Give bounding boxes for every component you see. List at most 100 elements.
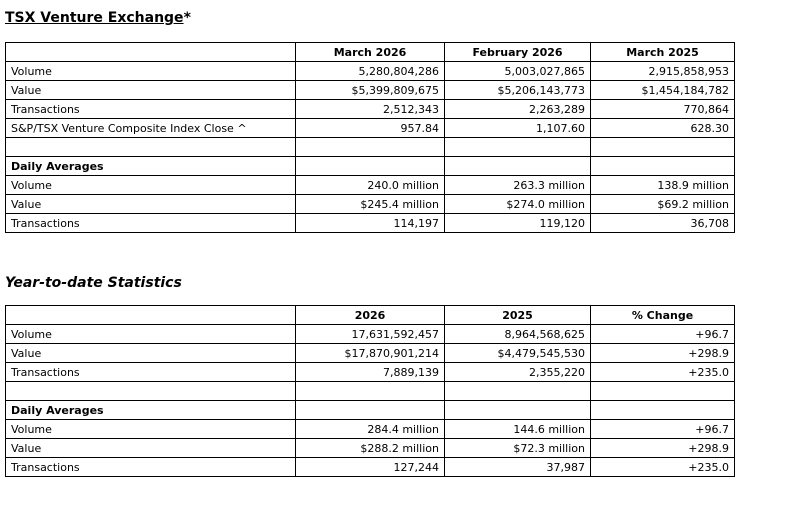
table-row-avg-value: Value $288.2 million $72.3 million +298.…	[5, 438, 735, 458]
table-row-empty	[5, 381, 735, 401]
cell-value: $5,206,143,773	[444, 80, 591, 100]
cell-value: 138.9 million	[590, 175, 735, 195]
row-label: Value	[5, 194, 296, 214]
cell-value: 284.4 million	[295, 419, 445, 439]
empty-cell	[444, 400, 591, 420]
row-label: Value	[5, 343, 296, 363]
cell-value: 36,708	[590, 213, 735, 233]
cell-value: $245.4 million	[295, 194, 445, 214]
table-row-avg-volume: Volume 240.0 million 263.3 million 138.9…	[5, 175, 735, 195]
row-label: Volume	[5, 419, 296, 439]
table-row-avg-transactions: Transactions 114,197 119,120 36,708	[5, 213, 735, 233]
cell-value: 119,120	[444, 213, 591, 233]
table-row-volume: Volume 17,631,592,457 8,964,568,625 +96.…	[5, 324, 735, 344]
empty-cell	[295, 381, 445, 401]
cell-value: +298.9	[590, 343, 735, 363]
cell-value: 263.3 million	[444, 175, 591, 195]
page-title-asterisk: *	[183, 10, 191, 26]
page-title-text: TSX Venture Exchange	[5, 10, 184, 26]
cell-value: 2,512,343	[295, 99, 445, 119]
empty-cell	[590, 381, 735, 401]
cell-value: 17,631,592,457	[295, 324, 445, 344]
cell-value: 37,987	[444, 457, 591, 477]
table-row-avg-volume: Volume 284.4 million 144.6 million +96.7	[5, 419, 735, 439]
cell-value: $1,454,184,782	[590, 80, 735, 100]
empty-cell	[590, 400, 735, 420]
table-row-index-close: S&P/TSX Venture Composite Index Close ^ …	[5, 118, 735, 138]
empty-cell	[444, 137, 591, 157]
cell-value: 127,244	[295, 457, 445, 477]
table-row-transactions: Transactions 7,889,139 2,355,220 +235.0	[5, 362, 735, 382]
cell-value: 5,003,027,865	[444, 61, 591, 81]
section-label: Daily Averages	[5, 400, 296, 420]
page-title: TSX Venture Exchange*	[5, 10, 191, 26]
cell-value: $72.3 million	[444, 438, 591, 458]
table-header-row: March 2026 February 2026 March 2025	[5, 42, 735, 62]
row-label: Transactions	[5, 213, 296, 233]
header-2025: 2025	[444, 305, 591, 325]
row-label: Transactions	[5, 457, 296, 477]
cell-value: +96.7	[590, 419, 735, 439]
section-label: Daily Averages	[5, 156, 296, 176]
cell-value: +235.0	[590, 457, 735, 477]
header-pct-change: % Change	[590, 305, 735, 325]
cell-value: 5,280,804,286	[295, 61, 445, 81]
cell-value: $4,479,545,530	[444, 343, 591, 363]
row-label: Value	[5, 80, 296, 100]
cell-value: +235.0	[590, 362, 735, 382]
header-march-2026: March 2026	[295, 42, 445, 62]
cell-value: 7,889,139	[295, 362, 445, 382]
table-header-row: 2026 2025 % Change	[5, 305, 735, 325]
header-2026: 2026	[295, 305, 445, 325]
table-row-value: Value $5,399,809,675 $5,206,143,773 $1,4…	[5, 80, 735, 100]
cell-value: 957.84	[295, 118, 445, 138]
ytd-stats-table: 2026 2025 % Change Volume 17,631,592,457…	[5, 305, 735, 477]
cell-value: 2,355,220	[444, 362, 591, 382]
row-label: Volume	[5, 324, 296, 344]
header-blank-cell	[5, 42, 296, 62]
empty-cell	[590, 156, 735, 176]
cell-value: 8,964,568,625	[444, 324, 591, 344]
empty-cell	[444, 381, 591, 401]
row-label: Transactions	[5, 99, 296, 119]
cell-value: 628.30	[590, 118, 735, 138]
header-march-2025: March 2025	[590, 42, 735, 62]
empty-cell	[5, 137, 296, 157]
row-label: Transactions	[5, 362, 296, 382]
table-row-daily-averages-heading: Daily Averages	[5, 400, 735, 420]
table-row-avg-value: Value $245.4 million $274.0 million $69.…	[5, 194, 735, 214]
row-label: Volume	[5, 175, 296, 195]
table-row-empty	[5, 137, 735, 157]
monthly-stats-table: March 2026 February 2026 March 2025 Volu…	[5, 42, 735, 233]
table-row-avg-transactions: Transactions 127,244 37,987 +235.0	[5, 457, 735, 477]
empty-cell	[5, 381, 296, 401]
cell-value: $69.2 million	[590, 194, 735, 214]
cell-value: 114,197	[295, 213, 445, 233]
empty-cell	[295, 156, 445, 176]
table-row-transactions: Transactions 2,512,343 2,263,289 770,864	[5, 99, 735, 119]
cell-value: 2,263,289	[444, 99, 591, 119]
row-label: S&P/TSX Venture Composite Index Close ^	[5, 118, 296, 138]
cell-value: 770,864	[590, 99, 735, 119]
row-label: Volume	[5, 61, 296, 81]
cell-value: 1,107.60	[444, 118, 591, 138]
table-row-value: Value $17,870,901,214 $4,479,545,530 +29…	[5, 343, 735, 363]
cell-value: $17,870,901,214	[295, 343, 445, 363]
cell-value: $5,399,809,675	[295, 80, 445, 100]
cell-value: +96.7	[590, 324, 735, 344]
table-row-daily-averages-heading: Daily Averages	[5, 156, 735, 176]
header-february-2026: February 2026	[444, 42, 591, 62]
cell-value: $288.2 million	[295, 438, 445, 458]
cell-value: +298.9	[590, 438, 735, 458]
header-blank-cell	[5, 305, 296, 325]
table-row-volume: Volume 5,280,804,286 5,003,027,865 2,915…	[5, 61, 735, 81]
cell-value: 2,915,858,953	[590, 61, 735, 81]
empty-cell	[444, 156, 591, 176]
ytd-section-title: Year-to-date Statistics	[5, 275, 182, 291]
row-label: Value	[5, 438, 296, 458]
cell-value: 144.6 million	[444, 419, 591, 439]
empty-cell	[295, 137, 445, 157]
empty-cell	[295, 400, 445, 420]
cell-value: $274.0 million	[444, 194, 591, 214]
